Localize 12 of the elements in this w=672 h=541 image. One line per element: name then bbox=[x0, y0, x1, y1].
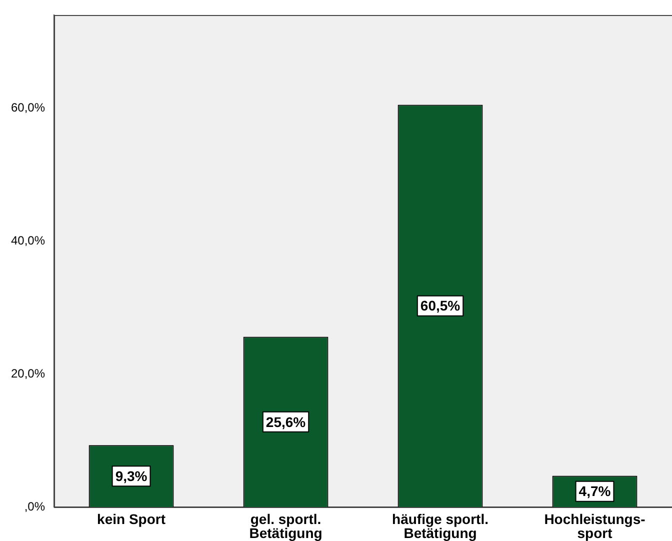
data-label: 9,3% bbox=[115, 468, 148, 484]
data-label: 25,6% bbox=[266, 414, 306, 430]
x-tick-label: gel. sportl. Betätigung bbox=[249, 510, 322, 541]
y-tick-label: 60,0% bbox=[10, 100, 46, 114]
data-label: 60,5% bbox=[420, 298, 461, 314]
y-tick-label: ,0% bbox=[24, 499, 46, 514]
x-tick-label: häufige sportl. Betätigung bbox=[392, 510, 488, 541]
data-label: 4,7% bbox=[578, 483, 612, 500]
x-tick-label: Hochleistungs- sport bbox=[544, 510, 646, 541]
y-tick-label: 20,0% bbox=[10, 366, 46, 380]
x-tick-label: kein Sport bbox=[97, 510, 166, 527]
y-tick-label: 40,0% bbox=[10, 233, 46, 248]
